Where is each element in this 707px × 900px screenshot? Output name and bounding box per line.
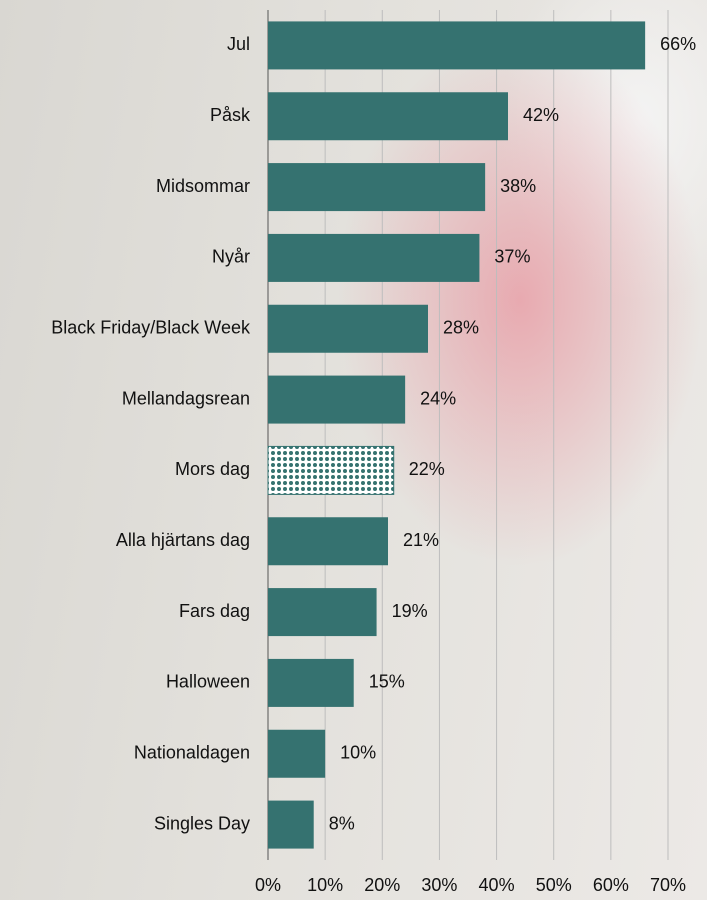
bar (268, 658, 354, 707)
bar (268, 588, 377, 637)
y-tick-label: Nyår (212, 247, 250, 267)
y-tick-label: Singles Day (154, 813, 250, 833)
bar (268, 233, 480, 282)
value-label: 28% (443, 318, 479, 338)
y-tick-label: Midsommar (156, 176, 250, 196)
y-tick-label: Black Friday/Black Week (51, 318, 251, 338)
x-tick-label: 40% (479, 875, 515, 895)
bar (267, 445, 395, 495)
bar (268, 729, 326, 778)
value-label: 24% (420, 388, 456, 408)
value-label: 19% (392, 601, 428, 621)
x-tick-label: 70% (650, 875, 686, 895)
value-label: 21% (403, 530, 439, 550)
x-tick-label: 60% (593, 875, 629, 895)
x-tick-label: 20% (364, 875, 400, 895)
x-tick-label: 0% (255, 875, 281, 895)
value-label: 38% (500, 176, 536, 196)
bar (268, 517, 388, 566)
y-tick-label: Alla hjärtans dag (116, 530, 250, 550)
bar (268, 21, 646, 70)
x-tick-label: 30% (421, 875, 457, 895)
bar (268, 800, 314, 849)
bar (268, 304, 428, 353)
value-label: 66% (660, 34, 696, 54)
y-tick-label: Jul (227, 34, 250, 54)
y-tick-label: Mors dag (175, 459, 250, 479)
y-tick-label: Fars dag (179, 601, 250, 621)
y-tick-label: Nationaldagen (134, 743, 250, 763)
value-label: 22% (409, 459, 445, 479)
x-tick-label: 10% (307, 875, 343, 895)
y-tick-label: Halloween (166, 672, 250, 692)
y-tick-label: Påsk (210, 105, 251, 125)
bar (268, 163, 486, 212)
value-label: 42% (523, 105, 559, 125)
value-label: 8% (329, 813, 355, 833)
x-tick-label: 50% (536, 875, 572, 895)
value-label: 10% (340, 743, 376, 763)
bar (268, 375, 406, 424)
bar (268, 92, 508, 141)
value-label: 37% (494, 247, 530, 267)
value-label: 15% (369, 672, 405, 692)
y-tick-label: Mellandagsrean (122, 388, 250, 408)
